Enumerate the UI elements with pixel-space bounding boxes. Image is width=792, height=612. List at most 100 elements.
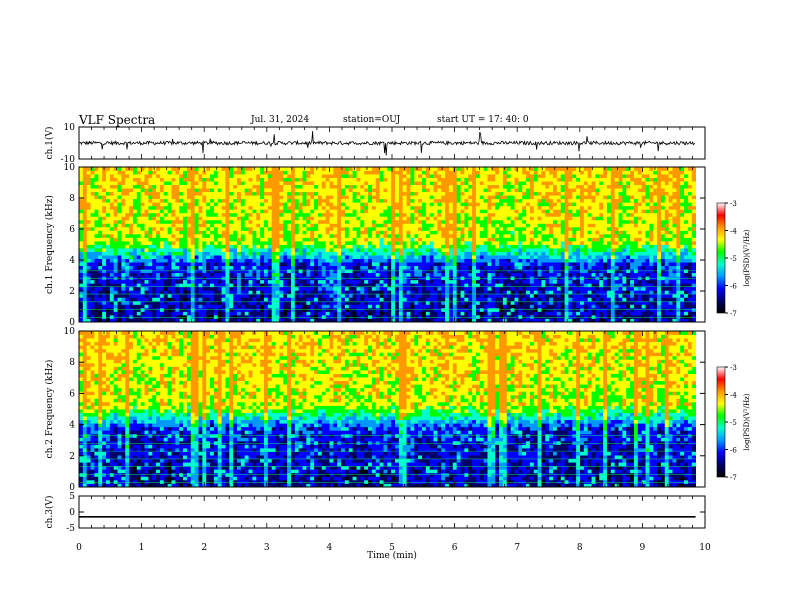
spectrogram-cell [275, 286, 280, 291]
spectrogram-cell [94, 318, 99, 323]
spectrogram-cell [529, 286, 535, 291]
spectrogram-cell [267, 286, 273, 291]
spectrogram-cell [206, 237, 211, 242]
spectrogram-cell [456, 300, 461, 305]
spectrogram-cell [626, 216, 631, 221]
spectrogram-cell [433, 233, 438, 238]
spectrogram-cell [109, 223, 115, 228]
spectrogram-cell [687, 290, 693, 295]
spectrogram-cell [186, 272, 192, 277]
spectrogram-cell [140, 279, 145, 284]
spectrogram-cell [587, 279, 592, 284]
spectrogram-cell [626, 251, 631, 256]
spectrogram-cell [649, 314, 654, 319]
spectrogram-cell [502, 314, 508, 319]
spectrogram-cell [664, 262, 670, 267]
spectrogram-cell [445, 265, 450, 270]
spectrogram-cell [429, 251, 434, 256]
spectrogram-cell [383, 212, 388, 217]
spectrogram-cell [583, 212, 589, 217]
spectrogram-cell [483, 262, 488, 267]
spectrogram-cell [240, 219, 246, 224]
spectrogram-cell [499, 240, 504, 245]
spectrogram-cell [271, 226, 276, 231]
spectrogram-cell [310, 286, 315, 291]
spectrogram-cell [190, 230, 196, 235]
spectrogram-cell [317, 304, 323, 309]
spectrogram-cell [529, 219, 535, 224]
spectrogram-cell [221, 212, 226, 217]
spectrogram-cell [560, 258, 565, 263]
spectrogram-cell [576, 272, 581, 277]
spectrogram-cell [406, 290, 411, 295]
spectrogram-cell [595, 272, 600, 277]
spectrogram-cell [460, 290, 465, 295]
spectrogram-cell [660, 314, 666, 319]
spectrogram-cell [79, 265, 84, 270]
spectrogram-cell [329, 223, 334, 228]
spectrogram-cell [691, 279, 697, 284]
spectrogram-cell [618, 265, 623, 270]
spectrogram-cell [298, 283, 303, 288]
spectrogram-cell [348, 226, 354, 231]
spectrogram-cell [329, 244, 334, 249]
spectrogram-cell [402, 251, 407, 256]
spectrogram-cell [194, 272, 199, 277]
spectrogram-cell [105, 286, 111, 291]
spectrogram-cell [425, 314, 431, 319]
spectrogram-cell [333, 272, 338, 277]
spectrogram-cell [599, 226, 604, 231]
spectrogram-cell [691, 230, 697, 235]
spectrogram-cell [691, 293, 697, 298]
spectrogram-cell [468, 237, 473, 242]
spectrogram-cell [90, 212, 95, 217]
spectrogram-cell [290, 223, 296, 228]
spectrogram-cell [140, 318, 145, 323]
spectrogram-cell [460, 304, 465, 309]
spectrogram-cell [398, 248, 404, 252]
spectrogram-cell [664, 311, 670, 316]
spectrogram-cell [186, 240, 192, 245]
spectrogram-cell [267, 304, 273, 309]
spectrogram-cell [279, 216, 284, 221]
spectrogram-cell [487, 219, 492, 224]
spectrogram-cell [98, 226, 103, 231]
spectrogram-cell [472, 279, 477, 284]
spectrogram-cell [321, 240, 327, 245]
spectrogram-cell [360, 279, 365, 284]
spectrogram-cell [495, 290, 500, 295]
spectrogram-cell [687, 293, 693, 298]
spectrogram-cell [668, 212, 673, 217]
spectrogram-cell [287, 226, 292, 231]
spectrogram-cell [167, 209, 172, 214]
spectrogram-cell [379, 290, 384, 295]
spectrogram-cell [379, 279, 384, 284]
spectrogram-cell [275, 276, 280, 281]
spectrogram-cell [472, 311, 477, 316]
spectrogram-cell [418, 223, 423, 228]
spectrogram-cell [113, 279, 118, 284]
spectrogram-cell [233, 230, 238, 235]
spectrogram-cell [379, 216, 384, 221]
spectrogram-cell [310, 248, 315, 252]
spectrogram-cell [105, 290, 111, 295]
spectrogram-cell [279, 230, 284, 235]
spectrogram-cell [229, 248, 234, 252]
spectrogram-cell [645, 276, 650, 281]
spectrogram-cell [302, 265, 307, 270]
spectrogram-cell [637, 318, 643, 323]
spectrogram-cell [98, 283, 103, 288]
spectrogram-cell [102, 255, 107, 259]
spectrogram-cell [302, 290, 307, 295]
spectrogram-cell [202, 297, 207, 302]
spectrogram-cell [183, 318, 188, 323]
spectrogram-cell [271, 318, 276, 323]
spectrogram-cell [221, 233, 226, 238]
spectrogram-cell [429, 219, 434, 224]
spectrogram-cell [395, 304, 400, 309]
ch1-waveform-line [78, 131, 696, 156]
spectrogram-cell [637, 314, 643, 319]
spectrogram-cell [186, 311, 192, 316]
spectrogram-cell [217, 244, 222, 249]
spectrogram-cell [144, 216, 149, 221]
